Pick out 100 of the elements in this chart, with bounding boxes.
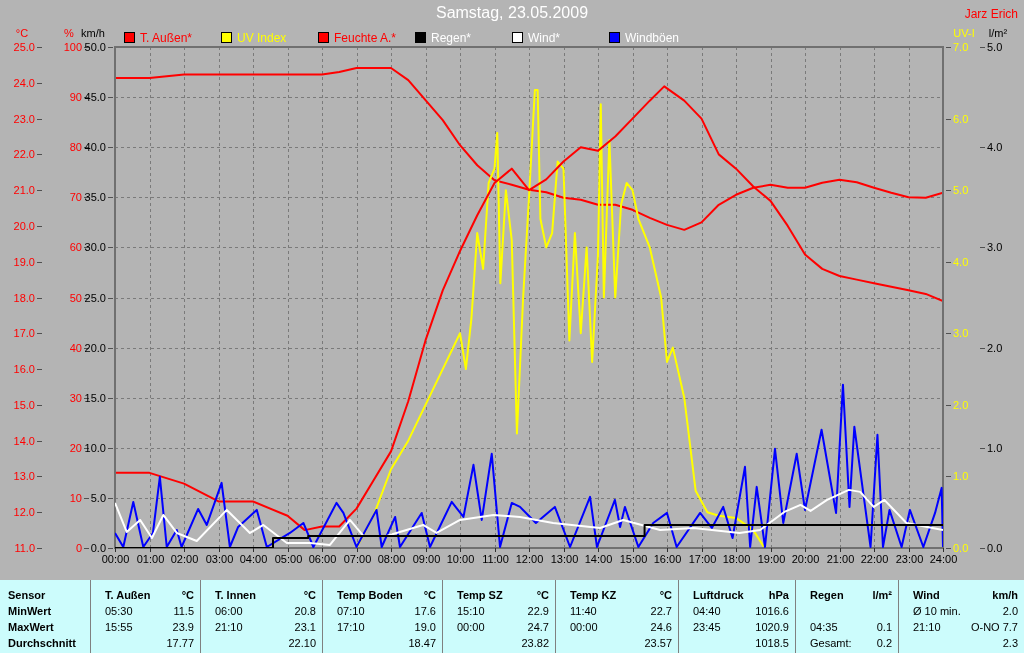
legend-label: Wind* bbox=[528, 31, 561, 45]
text: hPa bbox=[768, 588, 789, 602]
y-tick-label: 10.0 bbox=[84, 441, 106, 454]
y-tick-label: 50.0 bbox=[84, 40, 106, 53]
y-tick-label: 0.0 bbox=[90, 541, 106, 554]
text: 11:40 bbox=[570, 604, 597, 618]
text: Gesamt: bbox=[810, 636, 852, 650]
x-tick-label: 24:00 bbox=[929, 552, 958, 565]
y3-tick-label: 4.0 bbox=[953, 255, 969, 268]
text: 19.0 bbox=[414, 620, 436, 634]
y-tick-label: 40.0 bbox=[84, 140, 106, 153]
text: 0.1 bbox=[876, 620, 892, 634]
x-tick-label: 03:00 bbox=[205, 552, 234, 565]
x-tick-label: 12:00 bbox=[515, 552, 544, 565]
x-tick-label: 17:00 bbox=[688, 552, 717, 565]
y2-tick-label: 80 bbox=[69, 140, 82, 153]
x-tick-label: 09:00 bbox=[412, 552, 441, 565]
text: 24.6 bbox=[650, 620, 672, 634]
y3-tick-label: 6.0 bbox=[953, 112, 969, 125]
text: T. Außen bbox=[105, 588, 151, 602]
x-tick-label: 05:00 bbox=[274, 552, 303, 565]
text: 1020.9 bbox=[755, 620, 789, 634]
y2-tick-label: 0.0 bbox=[987, 541, 1003, 554]
y-tick-label: 11.0 bbox=[14, 541, 35, 554]
x-tick-label: 14:00 bbox=[584, 552, 613, 565]
text: °C bbox=[181, 588, 194, 602]
y2-tick-label: 10 bbox=[69, 491, 82, 504]
text: Durchschnitt bbox=[8, 636, 76, 650]
text: 23.1 bbox=[294, 620, 316, 634]
y3-tick-label: 1.0 bbox=[953, 469, 969, 482]
y2-tick-label: 20 bbox=[69, 441, 82, 454]
y-tick-label: 13.0 bbox=[13, 469, 35, 482]
y2-tick-label: 70 bbox=[69, 190, 82, 203]
y2-tick-label: 60 bbox=[69, 240, 82, 253]
text: 24.7 bbox=[527, 620, 549, 634]
y2-tick-label: 40 bbox=[69, 341, 82, 354]
y-tick-label: 17.0 bbox=[13, 326, 35, 339]
y3-tick-label: 7.0 bbox=[953, 40, 969, 53]
x-tick-label: 02:00 bbox=[170, 552, 199, 565]
y-tick-label: 20.0 bbox=[84, 341, 106, 354]
text: Regen bbox=[810, 588, 844, 602]
text: Temp SZ bbox=[457, 588, 503, 602]
y3-tick-label: 2.0 bbox=[953, 398, 969, 411]
text: 23.82 bbox=[521, 636, 549, 650]
text: °C bbox=[659, 588, 672, 602]
text: Temp KZ bbox=[570, 588, 617, 602]
y2-axis-title: l/m² bbox=[988, 26, 1008, 39]
text: Jarz Erich bbox=[964, 7, 1018, 21]
text: 00:00 bbox=[457, 620, 485, 634]
x-tick-label: 11:00 bbox=[482, 552, 509, 565]
x-tick-label: 20:00 bbox=[791, 552, 820, 565]
legend-label: Feuchte A.* bbox=[334, 31, 397, 45]
y-tick-label: 12.0 bbox=[13, 505, 35, 518]
text: Luftdruck bbox=[693, 588, 744, 602]
y-tick-label: 19.0 bbox=[13, 255, 35, 268]
y2-tick-label: 3.0 bbox=[987, 240, 1003, 253]
y-tick-label: 24.0 bbox=[13, 76, 35, 89]
x-tick-label: 21:00 bbox=[826, 552, 855, 565]
text: 1016.6 bbox=[755, 604, 789, 618]
text: Temp Boden bbox=[337, 588, 403, 602]
text: 0.2 bbox=[876, 636, 892, 650]
text: 04:35 bbox=[810, 620, 838, 634]
text: T. Innen bbox=[215, 588, 256, 602]
x-tick-label: 04:00 bbox=[239, 552, 268, 565]
y-tick-label: 15.0 bbox=[13, 398, 35, 411]
legend-label: UV Index bbox=[237, 31, 287, 45]
x-tick-label: 23:00 bbox=[895, 552, 924, 565]
y3-tick-label: 5.0 bbox=[953, 183, 969, 196]
y-axis-title: km/h bbox=[81, 26, 105, 39]
y2-tick-label: 0 bbox=[75, 541, 82, 554]
text: l/m² bbox=[872, 588, 892, 602]
y-tick-label: 22.0 bbox=[13, 147, 35, 160]
text: 2.3 bbox=[1002, 636, 1018, 650]
text: 23:45 bbox=[693, 620, 721, 634]
y-tick-label: 21.0 bbox=[13, 183, 35, 196]
text: Wind bbox=[913, 588, 940, 602]
y-tick-label: 15.0 bbox=[84, 391, 106, 404]
y-tick-label: 5.0 bbox=[90, 491, 106, 504]
text: 15:55 bbox=[105, 620, 133, 634]
x-tick-label: 19:00 bbox=[757, 552, 786, 565]
y2-tick-label: 5.0 bbox=[987, 40, 1003, 53]
y3-axis-title: UV-I bbox=[953, 26, 975, 39]
text: 06:00 bbox=[215, 604, 243, 618]
x-tick-label: 10:00 bbox=[446, 552, 475, 565]
x-tick-label: 00:00 bbox=[101, 552, 130, 565]
y2-tick-label: 90 bbox=[69, 90, 82, 103]
y3-tick-label: 0.0 bbox=[953, 541, 969, 554]
y2-tick-label: 50 bbox=[69, 291, 82, 304]
legend-label: Regen* bbox=[431, 31, 472, 45]
y2-tick-label: 1.0 bbox=[987, 441, 1003, 454]
text: MinWert bbox=[8, 604, 52, 618]
x-tick-label: 06:00 bbox=[308, 552, 337, 565]
y-tick-label: 35.0 bbox=[84, 190, 106, 203]
text: 11.5 bbox=[173, 604, 194, 618]
y-tick-label: 16.0 bbox=[13, 362, 35, 375]
x-tick-label: 18:00 bbox=[722, 552, 751, 565]
y-tick-label: 25.0 bbox=[84, 291, 106, 304]
y2-tick-label: 4.0 bbox=[987, 140, 1003, 153]
text: 15:10 bbox=[457, 604, 485, 618]
text: 22.10 bbox=[288, 636, 316, 650]
